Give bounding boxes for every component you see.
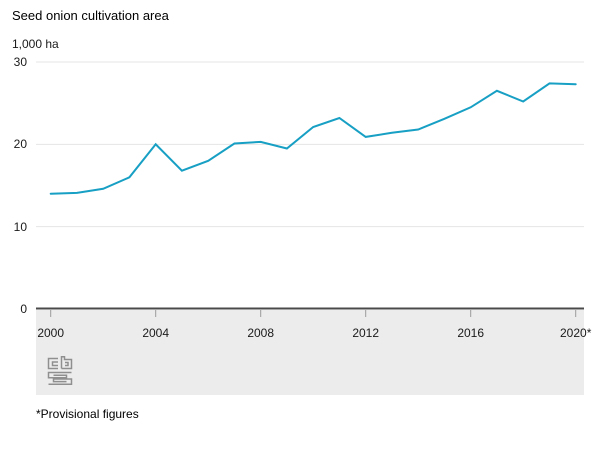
x-axis-tick-label-2016: 2016 (457, 326, 485, 340)
chart-title: Seed onion cultivation area (12, 8, 169, 23)
cbs-logo-icon (47, 354, 73, 388)
y-axis-tick-label-0: 0 (20, 302, 27, 316)
y-axis-tick-label-30: 30 (13, 55, 27, 69)
x-axis-tick-label-2012: 2012 (352, 326, 380, 340)
x-axis-tick-label-2004: 2004 (142, 326, 170, 340)
x-axis-tick-label-2008: 2008 (247, 326, 275, 340)
footnote: *Provisional figures (36, 407, 139, 421)
y-axis-tick-label-20: 20 (13, 137, 27, 152)
y-axis-tick-label-10: 10 (13, 219, 27, 234)
chart-footer-area (36, 310, 584, 395)
series-line-seed-onion (49, 82, 577, 195)
x-axis-tick-label-2000: 2000 (37, 326, 65, 340)
y-axis-unit-label: 1,000 ha (12, 37, 59, 51)
x-axis-tick-label-2020: 2020* (560, 326, 592, 340)
